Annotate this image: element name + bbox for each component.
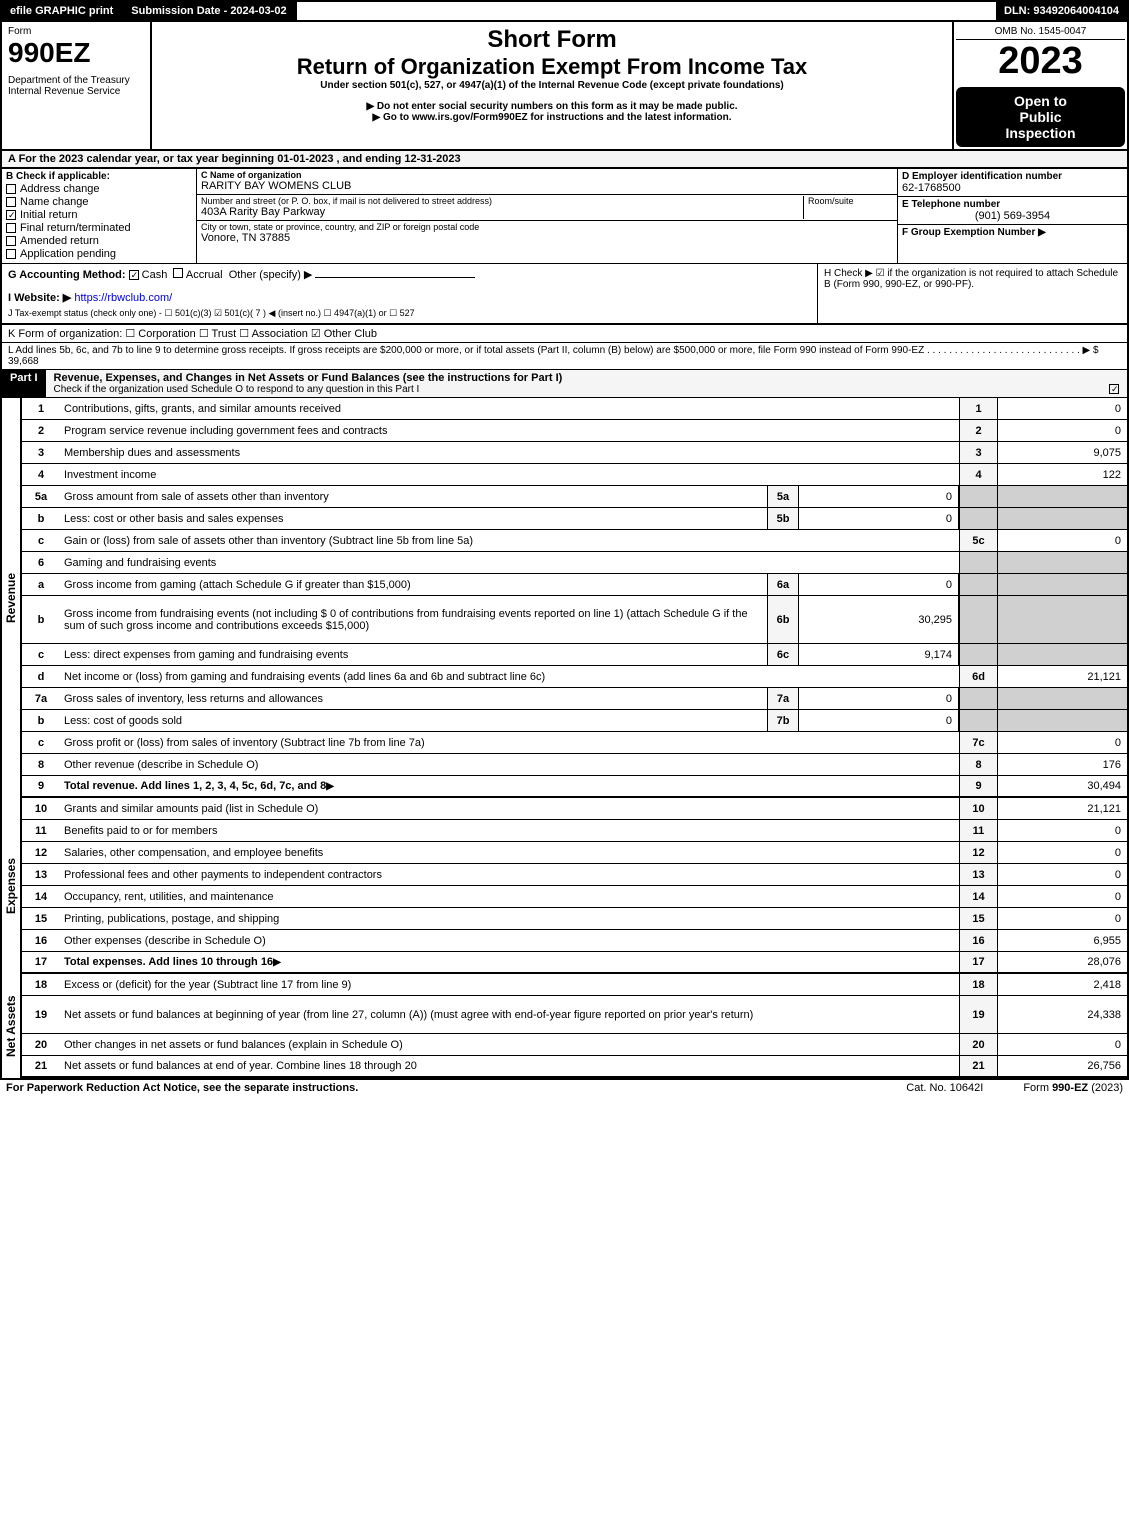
side-revenue: Revenue [0,398,22,798]
form-word: Form [8,26,144,37]
line-16: Other expenses (describe in Schedule O) [60,930,959,951]
line-6d: Net income or (loss) from gaming and fun… [60,666,959,687]
line-6b: Gross income from fundraising events (no… [60,596,767,643]
line-8: Other revenue (describe in Schedule O) [60,754,959,775]
warn-link[interactable]: ▶ Go to www.irs.gov/Form990EZ for instru… [158,112,946,123]
line-19: Net assets or fund balances at beginning… [60,996,959,1033]
cb-cash[interactable] [129,270,139,280]
line-7c: Gross profit or (loss) from sales of inv… [60,732,959,753]
c-name-label: C Name of organization [201,170,893,180]
page-footer: For Paperwork Reduction Act Notice, see … [0,1078,1129,1096]
efile-label[interactable]: efile GRAPHIC print [2,2,123,20]
cb-amended-return[interactable]: Amended return [6,235,192,247]
section-j: J Tax-exempt status (check only one) - ☐… [8,308,811,319]
line-13: Professional fees and other payments to … [60,864,959,885]
omb: OMB No. 1545-0047 [956,24,1125,40]
line-10: Grants and similar amounts paid (list in… [60,798,959,819]
telephone: (901) 569-3954 [902,210,1123,222]
line-14: Occupancy, rent, utilities, and maintena… [60,886,959,907]
cb-final-return[interactable]: Final return/terminated [6,222,192,234]
c-city-label: City or town, state or province, country… [201,222,893,232]
section-d-e-f: D Employer identification number 62-1768… [897,169,1127,263]
line-20: Other changes in net assets or fund bala… [60,1034,959,1055]
section-l: L Add lines 5b, 6c, and 7b to line 9 to … [0,343,1129,370]
line-5b: Less: cost or other basis and sales expe… [60,508,767,529]
ein: 62-1768500 [902,182,1123,194]
footer-cat: Cat. No. 10642I [906,1082,983,1094]
part1-label: Part I [2,370,46,397]
cb-name-change[interactable]: Name change [6,196,192,208]
cb-accrual[interactable] [173,268,183,278]
section-h: H Check ▶ ☑ if the organization is not r… [817,264,1127,323]
cb-address-change[interactable]: Address change [6,183,192,195]
cb-application-pending[interactable]: Application pending [6,248,192,260]
c-addr-label: Number and street (or P. O. box, if mail… [201,196,803,206]
line-1: Contributions, gifts, grants, and simila… [60,398,959,419]
footer-left: For Paperwork Reduction Act Notice, see … [6,1082,358,1094]
side-expenses: Expenses [0,798,22,974]
line-5a: Gross amount from sale of assets other t… [60,486,767,507]
section-g-h: G Accounting Method: Cash Accrual Other … [0,263,1129,325]
sections-b-to-f: B Check if applicable: Address change Na… [0,169,1129,263]
line-6c: Less: direct expenses from gaming and fu… [60,644,767,665]
part1-title: Revenue, Expenses, and Changes in Net As… [54,372,1119,384]
room-label: Room/suite [808,196,893,206]
ein-label: D Employer identification number [902,171,1123,182]
org-name: RARITY BAY WOMENS CLUB [201,180,893,192]
line-3: Membership dues and assessments [60,442,959,463]
line-15: Printing, publications, postage, and shi… [60,908,959,929]
short-form-title: Short Form [158,26,946,54]
cb-initial-return[interactable]: Initial return [6,209,192,221]
website-link[interactable]: https://rbwclub.com/ [74,292,172,304]
line-18: Excess or (deficit) for the year (Subtra… [60,974,959,995]
dln: DLN: 93492064004104 [996,2,1127,20]
line-9: Total revenue. Add lines 1, 2, 3, 4, 5c,… [60,776,959,796]
section-k: K Form of organization: ☐ Corporation ☐ … [0,325,1129,343]
line-6: Gaming and fundraising events [60,552,959,573]
b-label: B Check if applicable: [6,171,192,182]
line-17: Total expenses. Add lines 10 through 16 [60,952,959,972]
i-label: I Website: ▶ [8,292,71,304]
form-number: 990EZ [8,37,144,69]
open-inspection: Open toPublicInspection [956,87,1125,147]
line-7b: Less: cost of goods sold [60,710,767,731]
line-21: Net assets or fund balances at end of ye… [60,1056,959,1076]
line-6a: Gross income from gaming (attach Schedul… [60,574,767,595]
org-city: Vonore, TN 37885 [201,232,893,244]
part1-header: Part I Revenue, Expenses, and Changes in… [0,370,1129,398]
g-label: G Accounting Method: [8,269,126,281]
cb-schedule-o[interactable] [1109,384,1119,394]
section-b: B Check if applicable: Address change Na… [2,169,197,263]
line-5c: Gain or (loss) from sale of assets other… [60,530,959,551]
tax-year: 2023 [956,40,1125,83]
part1-check: Check if the organization used Schedule … [54,384,1119,395]
line-12: Salaries, other compensation, and employ… [60,842,959,863]
line-4: Investment income [60,464,959,485]
submission-date: Submission Date - 2024-03-02 [123,2,296,20]
org-address: 403A Rarity Bay Parkway [201,206,803,218]
form-header: Form 990EZ Department of the Treasury In… [0,22,1129,151]
warn-ssn: ▶ Do not enter social security numbers o… [158,101,946,112]
footer-form: Form 990-EZ (2023) [1023,1082,1123,1094]
section-a: A For the 2023 calendar year, or tax yea… [0,151,1129,169]
top-bar: efile GRAPHIC print Submission Date - 20… [0,0,1129,22]
line-11: Benefits paid to or for members [60,820,959,841]
side-netassets: Net Assets [0,974,22,1078]
section-c: C Name of organization RARITY BAY WOMENS… [197,169,897,263]
line-2: Program service revenue including govern… [60,420,959,441]
tel-label: E Telephone number [902,199,1123,210]
return-title: Return of Organization Exempt From Incom… [158,54,946,80]
dept: Department of the Treasury Internal Reve… [8,75,144,97]
subtitle: Under section 501(c), 527, or 4947(a)(1)… [158,80,946,91]
group-exemption-label: F Group Exemption Number ▶ [902,227,1123,238]
line-7a: Gross sales of inventory, less returns a… [60,688,767,709]
